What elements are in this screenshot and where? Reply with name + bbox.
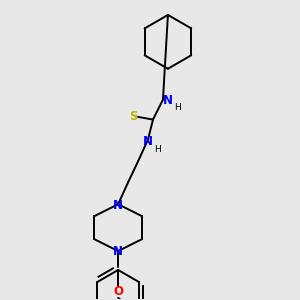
Text: N: N [163,94,173,107]
Text: H: H [154,145,161,154]
Text: S: S [129,110,137,123]
Text: N: N [113,199,123,212]
Text: N: N [143,135,153,148]
Text: H: H [175,103,181,112]
Text: N: N [113,244,123,258]
Text: O: O [113,285,123,298]
